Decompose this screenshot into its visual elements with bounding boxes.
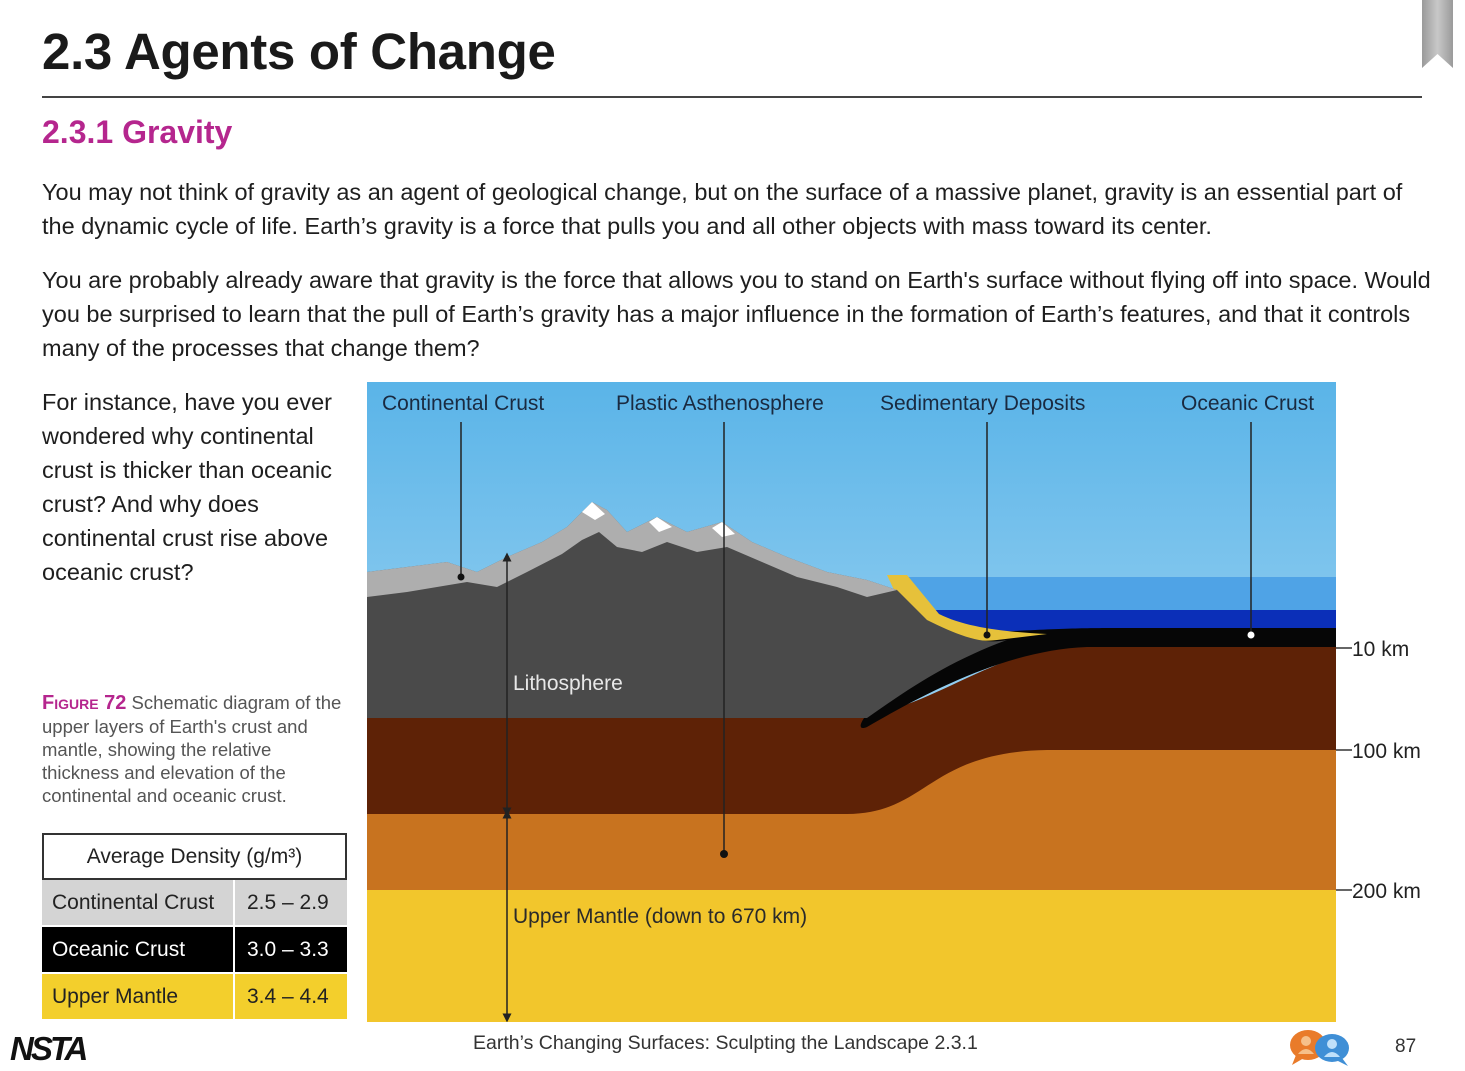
row-value: 3.0 – 3.3 (247, 938, 329, 961)
label-lithosphere: Lithosphere (513, 672, 623, 695)
snow-caps (367, 502, 897, 597)
ocean-deep (927, 610, 1336, 632)
paragraph-2: You are probably already aware that grav… (42, 267, 1431, 361)
density-table: Average Density (g/m³) Continental Crust… (42, 833, 347, 1019)
row-name: Oceanic Crust (52, 938, 186, 961)
row-name: Continental Crust (52, 891, 215, 914)
table-row: Oceanic Crust 3.0 – 3.3 (42, 927, 347, 972)
section-title: 2.3.1 Gravity (42, 114, 233, 150)
figure-caption: Figure 72 Schematic diagram of the upper… (42, 691, 347, 807)
label-sedimentary-deposits: Sedimentary Deposits (880, 392, 1085, 415)
paragraph-3: For instance, have you ever wondered why… (42, 389, 332, 585)
page-title: 2.3 Agents of Change (42, 23, 556, 80)
lithospheric-mantle-layer (367, 644, 1336, 814)
label-continental-crust: Continental Crust (382, 392, 544, 415)
row-value: 3.4 – 4.4 (247, 985, 329, 1008)
depth-200km: 200 km (1352, 880, 1421, 903)
upper-mantle-layer (367, 887, 1336, 1022)
cell-divider (233, 974, 235, 1019)
title-divider (42, 96, 1422, 98)
cell-divider (233, 927, 235, 972)
label-plastic-asthenosphere: Plastic Asthenosphere (616, 392, 824, 415)
depth-10km: 10 km (1352, 638, 1409, 661)
footer-title: Earth’s Changing Surfaces: Sculpting the… (473, 1032, 978, 1054)
earth-layers-diagram: Continental Crust Plastic Asthenosphere … (367, 382, 1421, 1022)
paragraph-1: You may not think of gravity as an agent… (42, 179, 1403, 239)
figure-label: Figure 72 (42, 692, 127, 714)
row-value: 2.5 – 2.9 (247, 891, 329, 914)
table-row: Upper Mantle 3.4 – 4.4 (42, 974, 347, 1019)
depth-100km: 100 km (1352, 740, 1421, 763)
bookmark-ribbon-icon[interactable] (1422, 0, 1453, 68)
discussion-icon[interactable] (1286, 1027, 1356, 1067)
asthenosphere-layer (367, 748, 1336, 890)
nsta-logo-text: NSTA (10, 1031, 87, 1065)
cell-divider (233, 880, 235, 925)
ocean-shallow (897, 577, 1336, 613)
label-upper-mantle: Upper Mantle (down to 670 km) (513, 905, 807, 928)
page-number: 87 (1395, 1036, 1417, 1057)
row-name: Upper Mantle (52, 985, 179, 1008)
nsta-logo[interactable]: NSTA (10, 1031, 90, 1065)
oceanic-crust (860, 628, 1336, 729)
snow-highlights (582, 502, 735, 537)
figure-caption-text: Schematic diagram of the upper layers of… (42, 692, 342, 806)
density-table-header: Average Density (g/m³) (42, 833, 347, 880)
label-oceanic-crust: Oceanic Crust (1181, 392, 1314, 415)
table-row: Continental Crust 2.5 – 2.9 (42, 880, 347, 925)
